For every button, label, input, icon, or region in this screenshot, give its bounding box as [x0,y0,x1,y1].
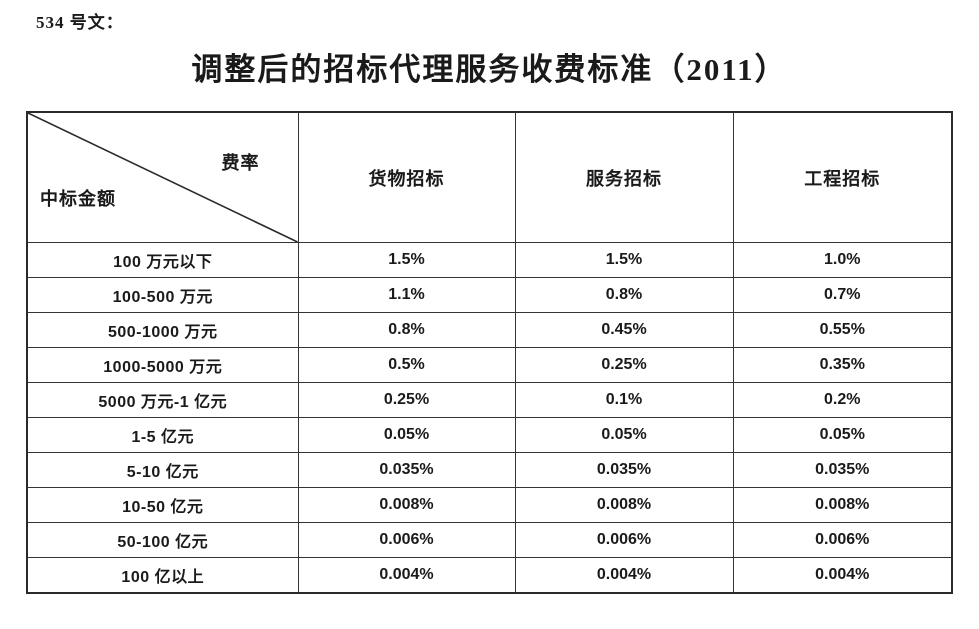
diagonal-divider-line [28,113,298,242]
amount-range-cell: 100-500 万元 [26,277,299,313]
fee-cell-engineering: 0.008% [732,487,953,523]
fee-cell-engineering: 0.35% [732,347,953,383]
fee-cell-service: 0.45% [514,312,734,348]
fee-cell-engineering: 0.05% [732,417,953,453]
fee-cell-goods: 0.05% [297,417,516,453]
amount-range-cell: 100 万元以下 [26,242,299,278]
fee-cell-goods: 0.035% [297,452,516,488]
page-title: 调整后的招标代理服务收费标准（2011） [191,52,788,87]
fee-cell-engineering: 1.0% [732,242,953,278]
fee-cell-engineering: 0.7% [732,277,953,313]
fee-cell-service: 0.05% [514,417,734,453]
amount-range-cell: 10-50 亿元 [26,487,299,523]
corner-label-amount: 中标金额 [40,189,116,209]
table-corner-cell: 费率 中标金额 [26,111,299,243]
fee-cell-service: 0.8% [514,277,734,313]
table-row: 100-500 万元 1.1% 0.8% 0.7% [26,277,953,313]
fee-cell-engineering: 0.55% [732,312,953,348]
table-row: 1000-5000 万元 0.5% 0.25% 0.35% [26,347,953,383]
table-row: 100 亿以上 0.004% 0.004% 0.004% [26,557,953,594]
column-header-service: 服务招标 [514,111,734,243]
doc-ref-label: 534 号文： [36,13,124,32]
amount-range-cell: 5000 万元-1 亿元 [26,382,299,418]
fee-cell-service: 0.004% [514,557,734,594]
table-row: 5000 万元-1 亿元 0.25% 0.1% 0.2% [26,382,953,418]
fee-cell-goods: 1.1% [297,277,516,313]
fee-rate-table: 费率 中标金额 货物招标 服务招标 工程招标 100 万元以下 1.5% 1.5… [26,111,953,594]
fee-cell-service: 0.008% [514,487,734,523]
fee-cell-service: 1.5% [514,242,734,278]
table-row: 50-100 亿元 0.006% 0.006% 0.006% [26,522,953,558]
table-row: 10-50 亿元 0.008% 0.008% 0.008% [26,487,953,523]
fee-cell-service: 0.035% [514,452,734,488]
fee-cell-service: 0.006% [514,522,734,558]
fee-cell-service: 0.1% [514,382,734,418]
table-row: 1-5 亿元 0.05% 0.05% 0.05% [26,417,953,453]
amount-range-cell: 50-100 亿元 [26,522,299,558]
table-row: 500-1000 万元 0.8% 0.45% 0.55% [26,312,953,348]
fee-cell-goods: 0.5% [297,347,516,383]
fee-cell-goods: 1.5% [297,242,516,278]
column-header-engineering: 工程招标 [732,111,953,243]
amount-range-cell: 500-1000 万元 [26,312,299,348]
fee-cell-goods: 0.006% [297,522,516,558]
fee-cell-goods: 0.25% [297,382,516,418]
fee-cell-engineering: 0.006% [732,522,953,558]
table-row: 5-10 亿元 0.035% 0.035% 0.035% [26,452,953,488]
fee-cell-engineering: 0.035% [732,452,953,488]
column-header-goods: 货物招标 [297,111,516,243]
amount-range-cell: 100 亿以上 [26,557,299,594]
header-row: 费率 中标金额 货物招标 服务招标 工程招标 [26,111,953,243]
amount-range-cell: 5-10 亿元 [26,452,299,488]
amount-range-cell: 1000-5000 万元 [26,347,299,383]
fee-cell-engineering: 0.004% [732,557,953,594]
fee-cell-goods: 0.004% [297,557,516,594]
amount-range-cell: 1-5 亿元 [26,417,299,453]
fee-cell-engineering: 0.2% [732,382,953,418]
corner-label-rate: 费率 [221,153,260,173]
table-row: 100 万元以下 1.5% 1.5% 1.0% [26,242,953,278]
fee-cell-goods: 0.008% [297,487,516,523]
fee-cell-goods: 0.8% [297,312,516,348]
fee-cell-service: 0.25% [514,347,734,383]
